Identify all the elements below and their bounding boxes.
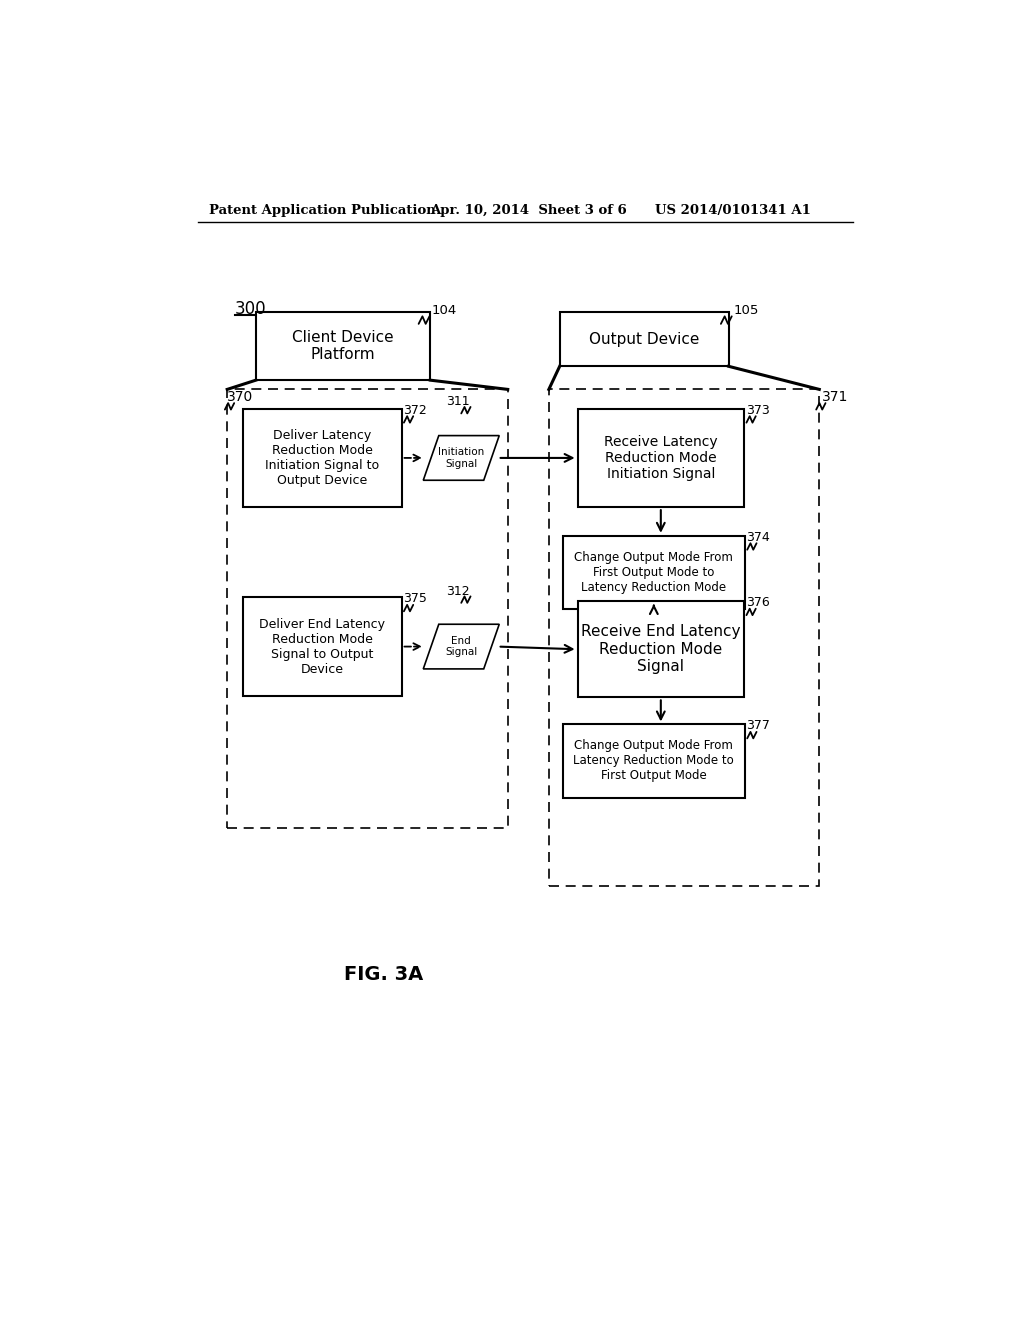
- Bar: [243, 598, 401, 696]
- Bar: [227, 389, 508, 829]
- Bar: [560, 313, 729, 367]
- Text: Deliver End Latency
Reduction Mode
Signal to Output
Device: Deliver End Latency Reduction Mode Signa…: [259, 618, 385, 676]
- Text: Output Device: Output Device: [589, 331, 699, 347]
- Text: 371: 371: [822, 391, 849, 404]
- Text: 375: 375: [403, 593, 427, 606]
- Text: 373: 373: [745, 404, 769, 417]
- Text: Client Device
Platform: Client Device Platform: [292, 330, 394, 363]
- Text: Change Output Mode From
First Output Mode to
Latency Reduction Mode: Change Output Mode From First Output Mod…: [574, 550, 733, 594]
- Text: Initiation
Signal: Initiation Signal: [438, 447, 484, 469]
- Text: Receive End Latency
Reduction Mode
Signal: Receive End Latency Reduction Mode Signa…: [581, 624, 740, 675]
- Text: 370: 370: [227, 391, 254, 404]
- Text: FIG. 3A: FIG. 3A: [344, 965, 423, 985]
- Bar: [563, 536, 744, 609]
- Text: Apr. 10, 2014  Sheet 3 of 6: Apr. 10, 2014 Sheet 3 of 6: [430, 205, 627, 218]
- Polygon shape: [423, 436, 500, 480]
- Text: 376: 376: [745, 597, 769, 610]
- Bar: [563, 725, 744, 797]
- Bar: [578, 409, 744, 507]
- Text: US 2014/0101341 A1: US 2014/0101341 A1: [655, 205, 811, 218]
- Text: 300: 300: [234, 300, 266, 318]
- Text: 105: 105: [734, 305, 760, 317]
- Text: End
Signal: End Signal: [445, 636, 477, 657]
- Text: 377: 377: [746, 719, 770, 733]
- Text: Deliver Latency
Reduction Mode
Initiation Signal to
Output Device: Deliver Latency Reduction Mode Initiatio…: [265, 429, 379, 487]
- Text: 312: 312: [446, 585, 470, 598]
- Polygon shape: [423, 624, 500, 669]
- Text: 372: 372: [403, 404, 427, 417]
- Bar: [243, 409, 401, 507]
- Bar: [256, 313, 430, 380]
- Text: 104: 104: [432, 305, 457, 317]
- Bar: [549, 389, 819, 886]
- Text: Receive Latency
Reduction Mode
Initiation Signal: Receive Latency Reduction Mode Initiatio…: [604, 434, 718, 480]
- Text: Change Output Mode From
Latency Reduction Mode to
First Output Mode: Change Output Mode From Latency Reductio…: [573, 739, 734, 783]
- Bar: [578, 601, 744, 697]
- Text: 311: 311: [446, 395, 470, 408]
- Text: Patent Application Publication: Patent Application Publication: [209, 205, 436, 218]
- Text: 374: 374: [746, 531, 770, 544]
